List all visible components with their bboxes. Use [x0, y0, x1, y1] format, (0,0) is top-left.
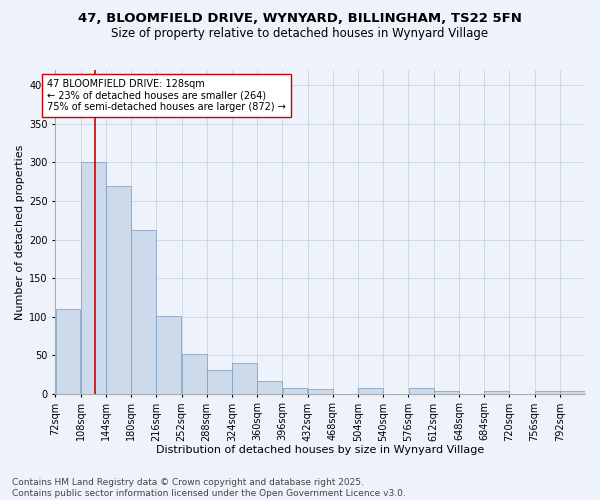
Bar: [257, 380, 282, 394]
Text: Size of property relative to detached houses in Wynyard Village: Size of property relative to detached ho…: [112, 28, 488, 40]
Bar: [131, 230, 156, 394]
Bar: [409, 388, 434, 394]
Y-axis label: Number of detached properties: Number of detached properties: [15, 144, 25, 320]
Text: 47 BLOOMFIELD DRIVE: 128sqm
← 23% of detached houses are smaller (264)
75% of se: 47 BLOOMFIELD DRIVE: 128sqm ← 23% of det…: [47, 79, 286, 112]
Bar: [283, 388, 307, 394]
Bar: [106, 186, 131, 394]
Bar: [157, 316, 181, 394]
Text: 47, BLOOMFIELD DRIVE, WYNYARD, BILLINGHAM, TS22 5FN: 47, BLOOMFIELD DRIVE, WYNYARD, BILLINGHA…: [78, 12, 522, 26]
Bar: [434, 390, 459, 394]
Bar: [358, 388, 383, 394]
Bar: [207, 370, 232, 394]
Bar: [484, 390, 509, 394]
Bar: [308, 389, 332, 394]
Bar: [182, 354, 206, 394]
Bar: [56, 309, 80, 394]
Bar: [535, 392, 560, 394]
Bar: [232, 363, 257, 394]
Text: Contains HM Land Registry data © Crown copyright and database right 2025.
Contai: Contains HM Land Registry data © Crown c…: [12, 478, 406, 498]
Bar: [560, 392, 585, 394]
Bar: [81, 162, 106, 394]
X-axis label: Distribution of detached houses by size in Wynyard Village: Distribution of detached houses by size …: [156, 445, 484, 455]
